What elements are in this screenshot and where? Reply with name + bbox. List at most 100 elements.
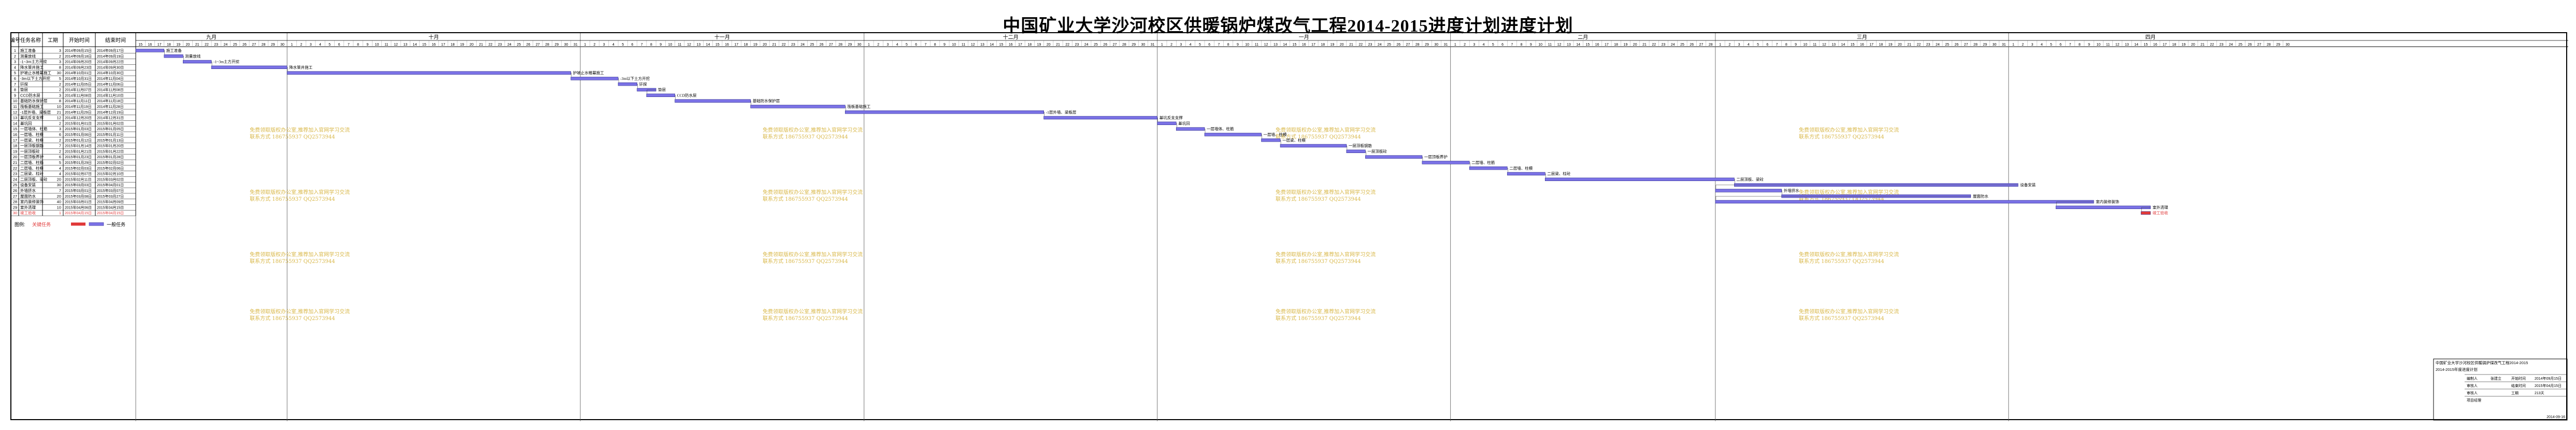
day-tick-label: 7 [1511,43,1513,47]
day-tick-label: 12 [687,43,691,47]
day-tick-label: 24 [224,43,228,47]
task-name: 一层墙、柱模 [20,132,44,137]
task-name: 钎探 [20,81,28,87]
task-start: 2015年03月01日 [65,188,92,193]
legend-title: 图例: [15,221,25,227]
info-cell: 张建立 [2491,376,2501,381]
info-cell: 结束时间 [2511,383,2526,388]
task-end: 2014年11月04日 [97,76,124,81]
day-tick-label: 23 [1075,43,1079,47]
task-duration: 1 [59,211,61,215]
day-tick-label: 22 [2210,43,2214,47]
task-name: 护坡止水帷幕施工 [20,70,51,75]
day-tick-label: 9 [1530,43,1532,47]
task-start: 2014年09月18日 [65,54,92,59]
task-duration: 5 [59,160,61,165]
task-bar-label: 室内装修装饰 [2096,199,2119,204]
task-bar [1043,116,1158,120]
month-label: 三月 [1857,34,1867,40]
task-start: 2015年01月23日 [65,155,92,159]
task-bar-label: 施工准备 [166,48,182,53]
day-tick-label: 10 [1803,43,1807,47]
task-bar [2055,205,2151,209]
dependency-link [1422,157,1423,161]
column-header: 工期 [48,37,58,44]
task-no: 25 [13,183,17,187]
task-bar [1176,127,1205,131]
dependency-link [845,106,846,110]
day-tick-label: 6 [1766,43,1768,47]
day-tick-label: 23 [214,43,218,47]
day-tick-label: 30 [857,43,862,47]
day-tick-label: 28 [1415,43,1420,47]
day-tick-label: 9 [660,43,662,47]
day-tick-label: 3 [603,43,605,47]
watermark-line2: 联系方式 186755937 QQ2573944 [763,315,848,322]
day-tick-label: 15 [2144,43,2148,47]
task-end: 2014年11月18日 [97,99,124,103]
dependency-link [2056,201,2094,206]
task-end: 2015年04月01日 [97,183,124,187]
day-tick-label: 6 [338,43,340,47]
day-tick-label: 24 [1671,43,1675,47]
watermark-line1: 免费领取版权办公室,推荐加入官网学习交流 [1276,251,1376,258]
task-bar [618,82,637,86]
task-no: 16 [13,132,17,137]
task-bar-label: 基坑反支支撑 [1160,115,1183,120]
column-header: 结束时间 [105,37,126,44]
day-tick-label: 11 [1813,43,1816,47]
dependency-link [675,95,676,100]
day-tick-label: 21 [772,43,776,47]
task-no: 4 [14,65,16,70]
task-no: 7 [14,82,16,87]
day-tick-label: 19 [1330,43,1335,47]
day-tick-label: 8 [650,43,652,47]
day-tick-label: 22 [1917,43,1921,47]
day-tick-label: 21 [1349,43,1353,47]
task-start: 2015年01月03日 [65,127,92,131]
day-tick-label: 13 [1273,43,1278,47]
task-start: 2015年01月06日 [65,132,92,137]
dependency-link [637,84,638,88]
task-no: 10 [13,99,17,103]
day-tick-label: 11 [1255,43,1258,47]
day-tick-label: 1 [584,43,586,47]
task-name: 二层墙、柱筋 [20,160,44,165]
info-subtitle: 2014-2015年度进度计划 [2436,367,2478,372]
watermark-line2: 联系方式 186755937 QQ2573944 [1276,315,1361,322]
day-tick-label: 27 [2257,43,2262,47]
task-no: 20 [13,155,17,159]
task-start: 2014年10月01日 [65,71,92,75]
day-tick-label: 27 [829,43,833,47]
day-tick-label: 8 [934,43,936,47]
task-bar [2141,211,2151,215]
day-tick-label: 26 [526,43,531,47]
task-start: 2015年01月14日 [65,144,92,148]
day-tick-label: 21 [479,43,483,47]
task-no: 13 [13,116,17,120]
task-start: 2015年01月12日 [65,138,92,143]
day-tick-label: 17 [1018,43,1022,47]
task-bar [1715,189,1782,192]
day-tick-label: 5 [1492,43,1494,47]
day-tick-label: 6 [632,43,634,47]
day-tick-label: 8 [1785,43,1787,47]
month-label: 十一月 [714,34,730,40]
day-tick-label: 10 [668,43,672,47]
day-tick-label: 23 [1368,43,1372,47]
day-tick-label: 18 [167,43,171,47]
day-tick-label: 29 [1132,43,1136,47]
task-end: 2015年01月13日 [97,138,124,143]
watermark-line1: 免费领取版权办公室,推荐加入官网学习交流 [1799,308,1899,315]
task-no: 2 [14,54,16,59]
task-duration: 3 [59,60,61,64]
day-tick-label: 14 [1841,43,1845,47]
watermark-line1: 免费领取版权办公室,推荐加入官网学习交流 [250,127,350,133]
day-tick-label: 21 [2200,43,2205,47]
day-tick-label: 15 [1851,43,1855,47]
task-bar-label: 一层墙体、柱筋 [1207,126,1234,131]
day-tick-label: 11 [1548,43,1552,47]
day-tick-label: 13 [980,43,984,47]
column-header: 任务名称 [20,37,41,44]
task-name: 测量放线 [20,53,36,59]
